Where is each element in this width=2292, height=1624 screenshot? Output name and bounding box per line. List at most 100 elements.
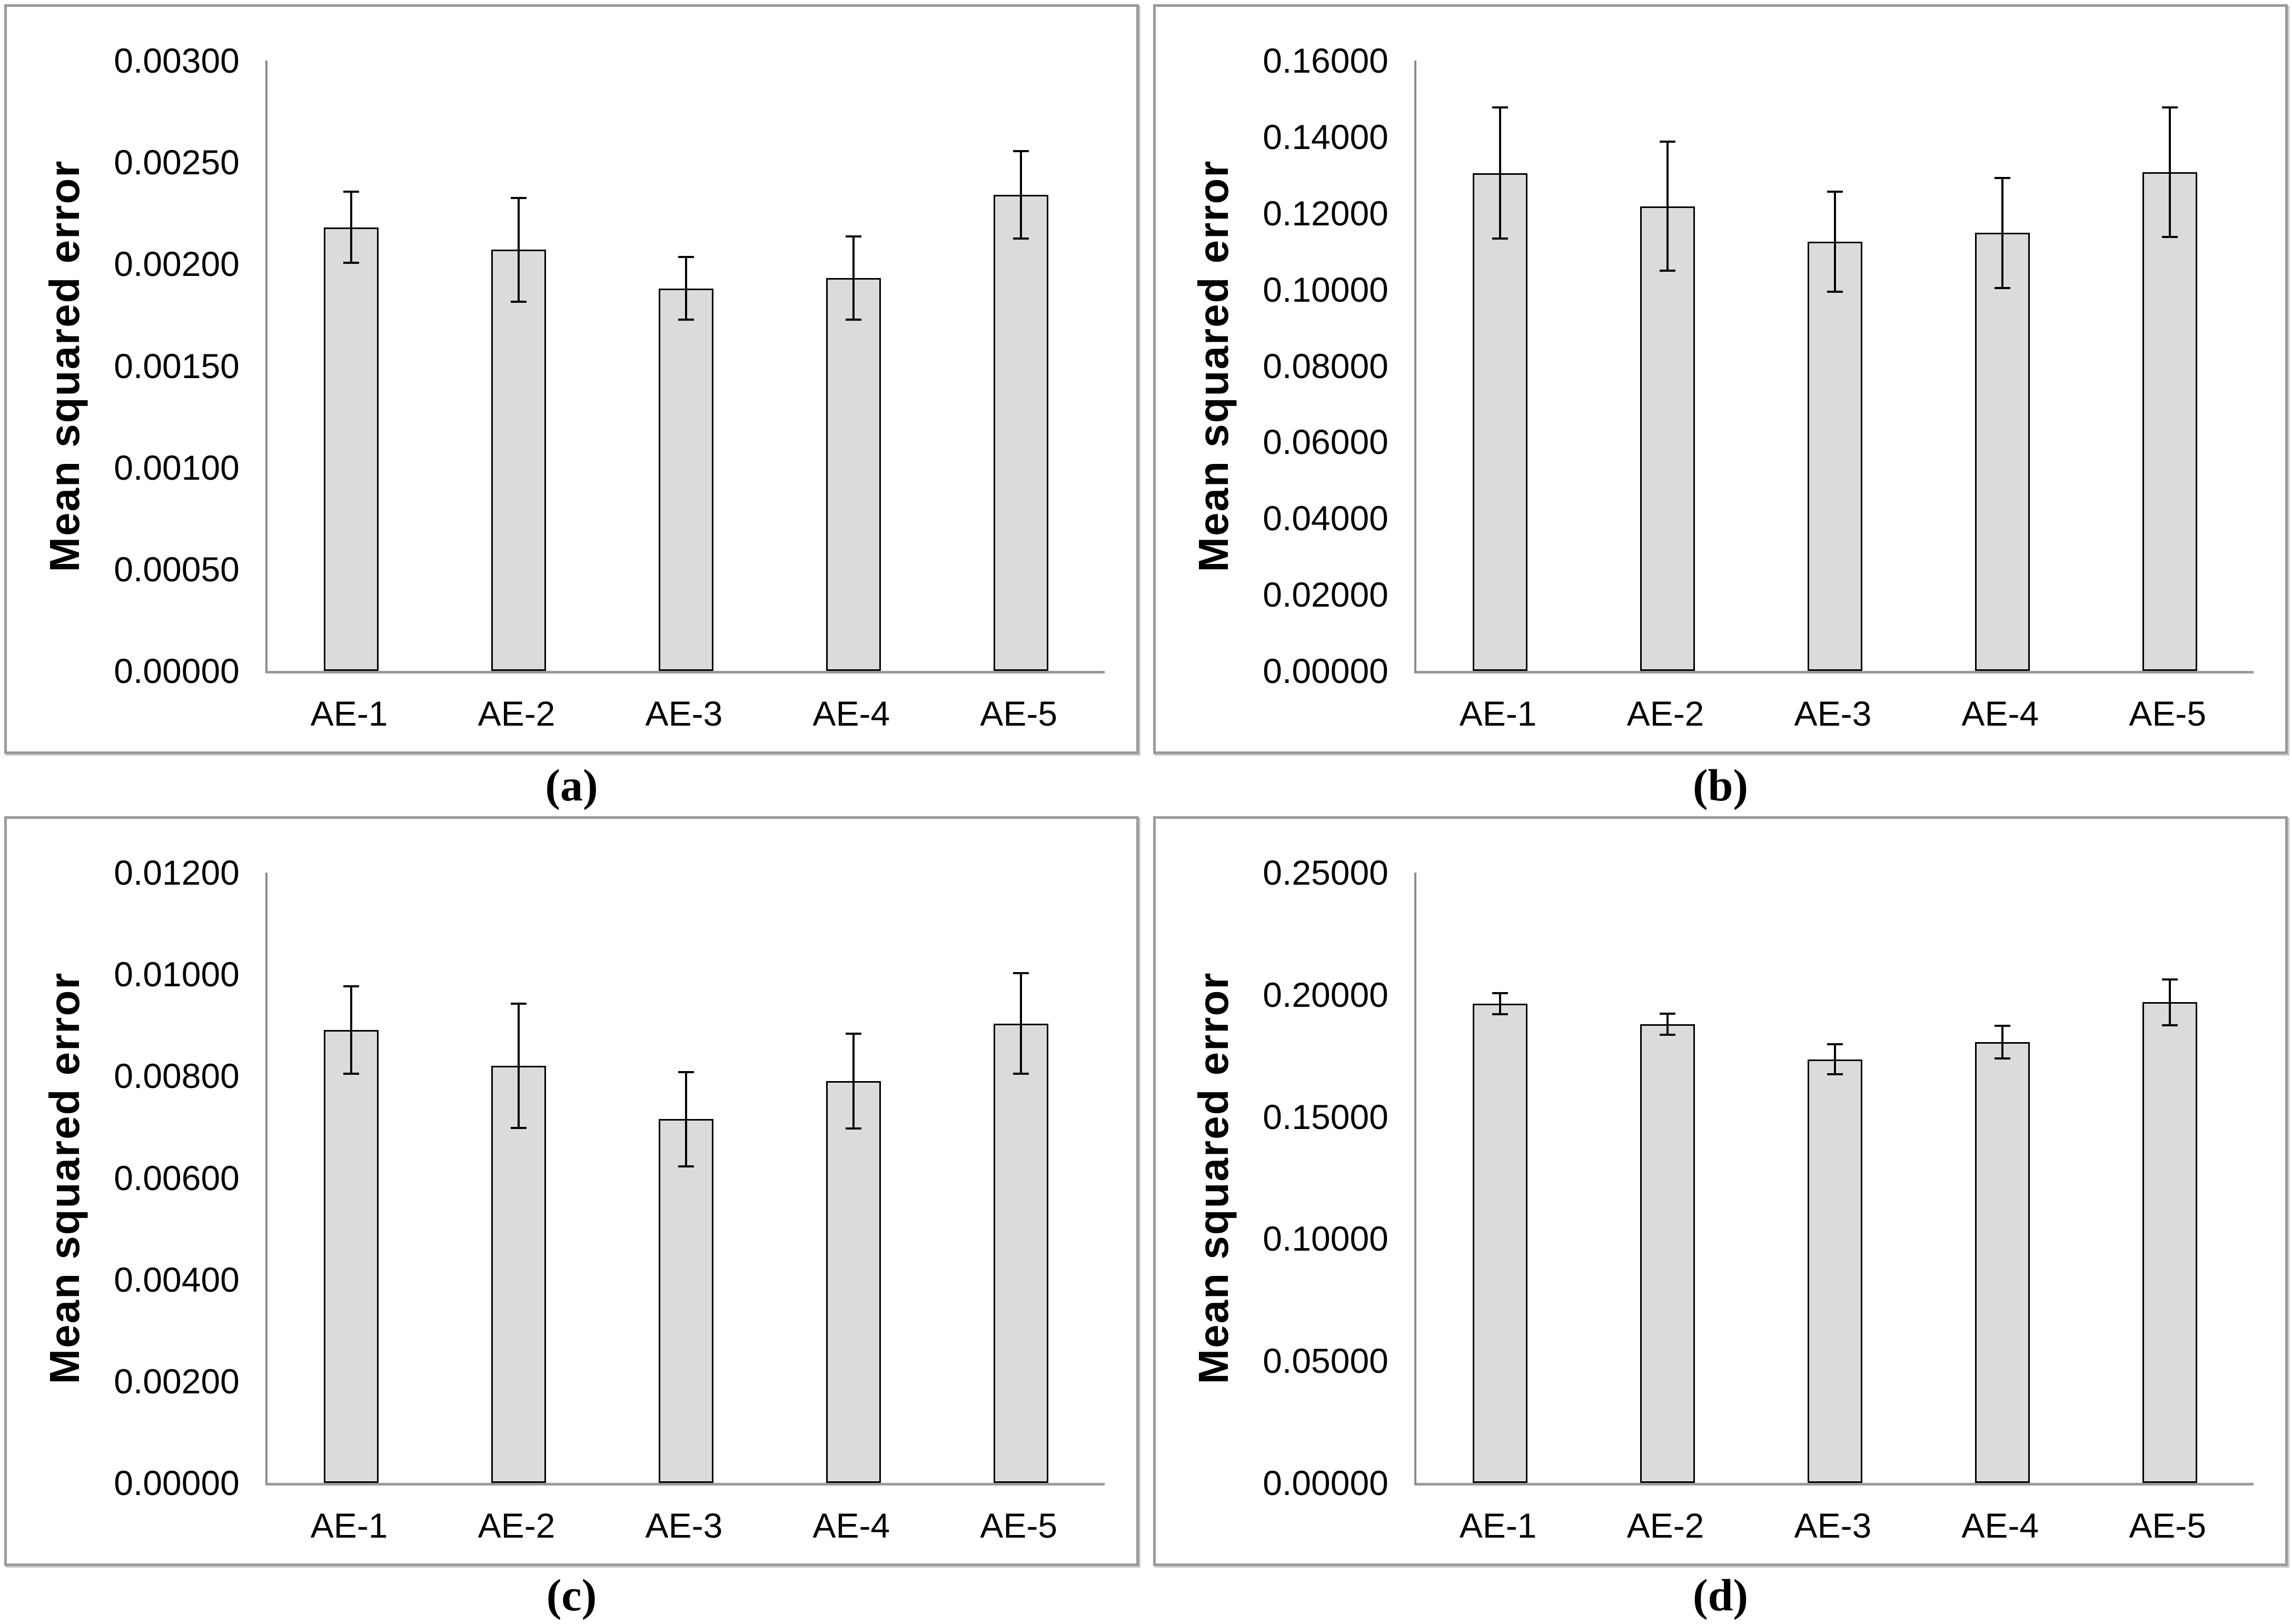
error-bar-cap-bottom <box>1492 237 1509 240</box>
error-bar-line <box>350 985 353 1075</box>
error-bar-line <box>1019 150 1022 240</box>
y-tick-label: 0.10000 <box>1263 270 1388 309</box>
bar-AE-2 <box>1640 1024 1695 1483</box>
error-bar-cap-top <box>1013 150 1029 152</box>
error-bar-line <box>1499 992 1502 1016</box>
error-bar-cap-bottom <box>343 1073 360 1075</box>
bar-AE-3 <box>659 288 713 671</box>
error-bar-cap-bottom <box>1827 1073 1843 1075</box>
error-bar-line <box>2001 176 2003 289</box>
bar-AE-4 <box>826 278 881 671</box>
x-category-label-AE-5: AE-5 <box>2129 694 2207 733</box>
x-axis-category-labels: AE-1 AE-2 AE-3 AE-4 AE-5 <box>265 686 1102 746</box>
chart-panel-d: Mean squared error 0.25000 0.20000 0.15000… <box>1153 816 2288 1566</box>
error-bar-cap-top <box>1827 1043 1843 1046</box>
caption-c: (c) <box>546 1570 597 1620</box>
x-category-label-AE-2: AE-2 <box>478 1506 555 1545</box>
bar-AE-4 <box>1975 1042 2030 1483</box>
error-bar-cap-bottom <box>678 319 694 321</box>
error-bar-line <box>1499 106 1502 240</box>
error-bar-line <box>1666 1013 1669 1036</box>
x-category-label-AE-4: AE-4 <box>1961 1506 2039 1545</box>
error-bar-line <box>852 1033 855 1130</box>
x-category-label-AE-1: AE-1 <box>310 1506 388 1545</box>
y-tick-label: 0.20000 <box>1263 975 1388 1014</box>
error-bar-cap-bottom <box>678 1165 694 1168</box>
error-bar-cap-bottom <box>343 262 360 264</box>
bar-AE-5 <box>993 1023 1048 1483</box>
error-bar-cap-bottom <box>1013 1073 1029 1075</box>
bar-AE-2 <box>491 250 546 671</box>
bar-AE-3 <box>659 1119 713 1483</box>
caption-d: (d) <box>1692 1570 1749 1620</box>
bar-AE-1 <box>324 1030 379 1483</box>
y-tick-label: 0.00800 <box>114 1056 240 1096</box>
x-category-label-AE-3: AE-3 <box>645 1506 723 1545</box>
caption-b: (b) <box>1692 760 1749 810</box>
plot-area <box>265 872 1105 1486</box>
y-tick-label: 0.10000 <box>1263 1219 1388 1259</box>
y-tick-label: 0.00300 <box>114 41 240 80</box>
x-category-label-AE-4: AE-4 <box>812 1506 890 1545</box>
x-category-label-AE-2: AE-2 <box>478 694 555 733</box>
error-bar-cap-bottom <box>1827 291 1843 293</box>
y-tick-label: 0.01000 <box>114 955 240 994</box>
error-bar-cap-top <box>1013 972 1029 975</box>
y-tick-label: 0.00000 <box>114 651 240 691</box>
error-bar-cap-bottom <box>1994 286 2010 289</box>
bar-AE-3 <box>1808 1059 1862 1483</box>
y-tick-label: 0.02000 <box>1263 575 1388 615</box>
y-tick-label: 0.08000 <box>1263 346 1388 385</box>
error-bar-cap-bottom <box>845 319 861 321</box>
x-axis-category-labels: AE-1 AE-2 AE-3 AE-4 AE-5 <box>1414 1498 2251 1558</box>
error-bar-cap-top <box>343 191 360 193</box>
y-tick-label: 0.00000 <box>1263 1463 1388 1503</box>
y-tick-label: 0.16000 <box>1263 41 1388 80</box>
error-bar-line <box>1833 1043 1836 1075</box>
error-bar-line <box>684 255 687 321</box>
x-category-label-AE-3: AE-3 <box>1794 1506 1872 1545</box>
y-tick-label: 0.04000 <box>1263 499 1388 538</box>
error-bar-cap-top <box>845 235 861 238</box>
caption-a: (a) <box>545 760 598 810</box>
bar-AE-3 <box>1808 242 1862 671</box>
y-tick-label: 0.00000 <box>1263 651 1388 691</box>
bar-AE-4 <box>826 1081 881 1483</box>
x-category-label-AE-2: AE-2 <box>1626 1506 1704 1545</box>
x-category-label-AE-3: AE-3 <box>1794 694 1872 733</box>
y-tick-label: 0.14000 <box>1263 117 1388 156</box>
x-category-label-AE-4: AE-4 <box>812 694 890 733</box>
x-axis-category-labels: AE-1 AE-2 AE-3 AE-4 AE-5 <box>265 1498 1102 1558</box>
error-bar-cap-bottom <box>845 1127 861 1130</box>
y-tick-label: 0.12000 <box>1263 193 1388 233</box>
error-bar-cap-top <box>1660 1013 1676 1015</box>
error-bar-line <box>2168 106 2171 239</box>
y-tick-label: 0.00050 <box>114 550 240 589</box>
y-axis-tick-labels: 0.01200 0.01000 0.00800 0.00600 0.00400 0.002… <box>7 819 240 1563</box>
y-tick-label: 0.00200 <box>114 244 240 284</box>
y-tick-label: 0.01200 <box>114 853 240 892</box>
error-bar-cap-top <box>511 1003 527 1005</box>
error-bar-line <box>2001 1024 2003 1059</box>
x-category-label-AE-5: AE-5 <box>2129 1506 2207 1545</box>
bar-AE-5 <box>2142 1002 2197 1483</box>
bar-AE-2 <box>1640 206 1695 671</box>
error-bar-line <box>518 196 520 303</box>
y-tick-label: 0.00600 <box>114 1158 240 1197</box>
y-axis-tick-labels: 0.00300 0.00250 0.00200 0.00150 0.00100 0.000… <box>7 7 240 751</box>
chart-panel-c: Mean squared error 0.01200 0.01000 0.00800… <box>4 816 1139 1566</box>
error-bar-cap-top <box>678 1071 694 1073</box>
error-bar-line <box>1019 972 1022 1075</box>
error-bar-line <box>518 1003 520 1129</box>
x-category-label-AE-2: AE-2 <box>1626 694 1704 733</box>
y-tick-label: 0.00200 <box>114 1362 240 1401</box>
x-category-label-AE-1: AE-1 <box>310 694 388 733</box>
x-category-label-AE-5: AE-5 <box>980 694 1058 733</box>
plot-area <box>265 60 1105 674</box>
bar-AE-5 <box>2142 172 2197 671</box>
error-bar-cap-top <box>1660 140 1676 143</box>
bar-AE-1 <box>1473 173 1527 671</box>
error-bar-cap-top <box>1994 176 2010 179</box>
x-category-label-AE-1: AE-1 <box>1459 694 1537 733</box>
